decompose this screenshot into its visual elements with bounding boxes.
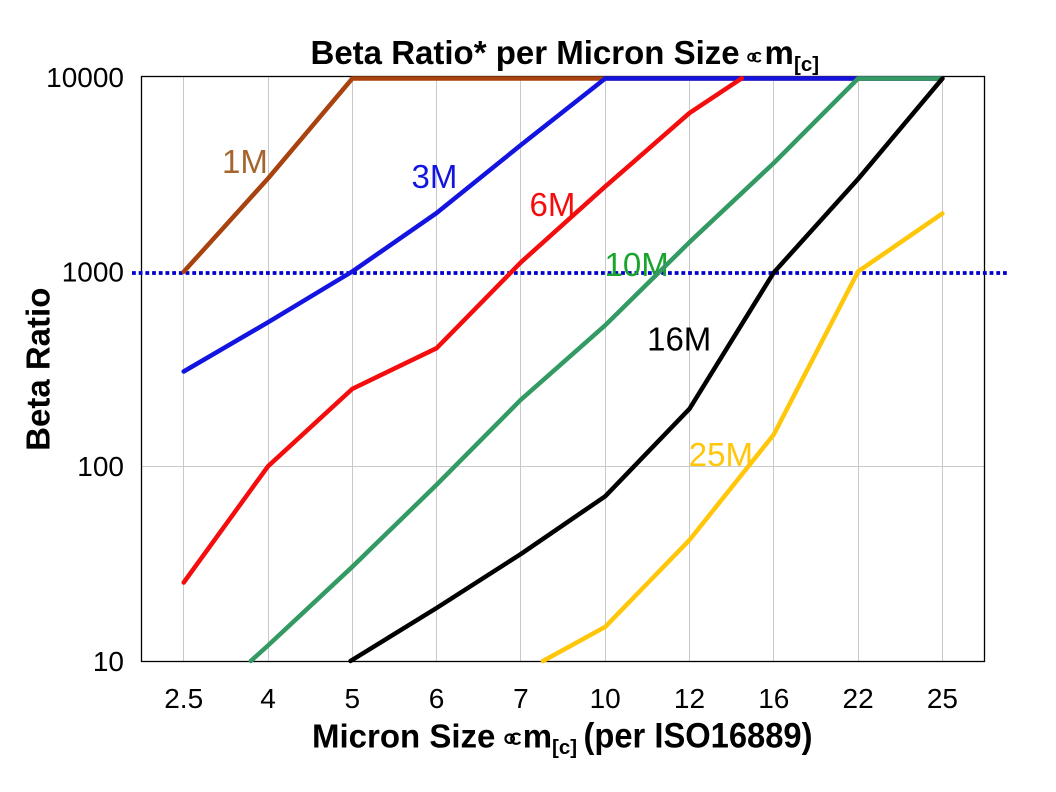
svg-text:2.5: 2.5 — [164, 683, 203, 714]
svg-text:100: 100 — [77, 451, 124, 482]
svg-text:[c]: [c] — [794, 53, 819, 76]
svg-text:1M: 1M — [222, 143, 268, 180]
svg-text:Beta Ratio: Beta Ratio — [19, 288, 56, 451]
svg-text:Micron Size: Micron Size — [312, 717, 495, 754]
svg-text:m: m — [765, 34, 794, 71]
svg-text:5: 5 — [345, 683, 361, 714]
svg-text:m: m — [523, 717, 552, 754]
svg-text:6M: 6M — [530, 186, 576, 223]
svg-text:16M: 16M — [647, 321, 711, 358]
svg-text:4: 4 — [260, 683, 276, 714]
svg-text:(per ISO16889): (per ISO16889) — [584, 716, 813, 755]
svg-text:10000: 10000 — [46, 62, 124, 93]
svg-text:16: 16 — [758, 683, 789, 714]
svg-text:[c]: [c] — [552, 736, 577, 759]
svg-text:6: 6 — [429, 683, 445, 714]
svg-text:1000: 1000 — [62, 257, 124, 288]
svg-text:10: 10 — [590, 683, 621, 714]
svg-text:3M: 3M — [412, 158, 458, 195]
svg-text:22: 22 — [843, 683, 874, 714]
svg-text:Beta Ratio* per Micron Size: Beta Ratio* per Micron Size — [311, 34, 740, 71]
svg-text:12: 12 — [674, 683, 705, 714]
svg-text:7: 7 — [513, 683, 529, 714]
svg-text:10M: 10M — [605, 246, 669, 283]
svg-text:25: 25 — [927, 683, 958, 714]
svg-text:25M: 25M — [689, 436, 753, 473]
svg-text:10: 10 — [93, 646, 124, 677]
